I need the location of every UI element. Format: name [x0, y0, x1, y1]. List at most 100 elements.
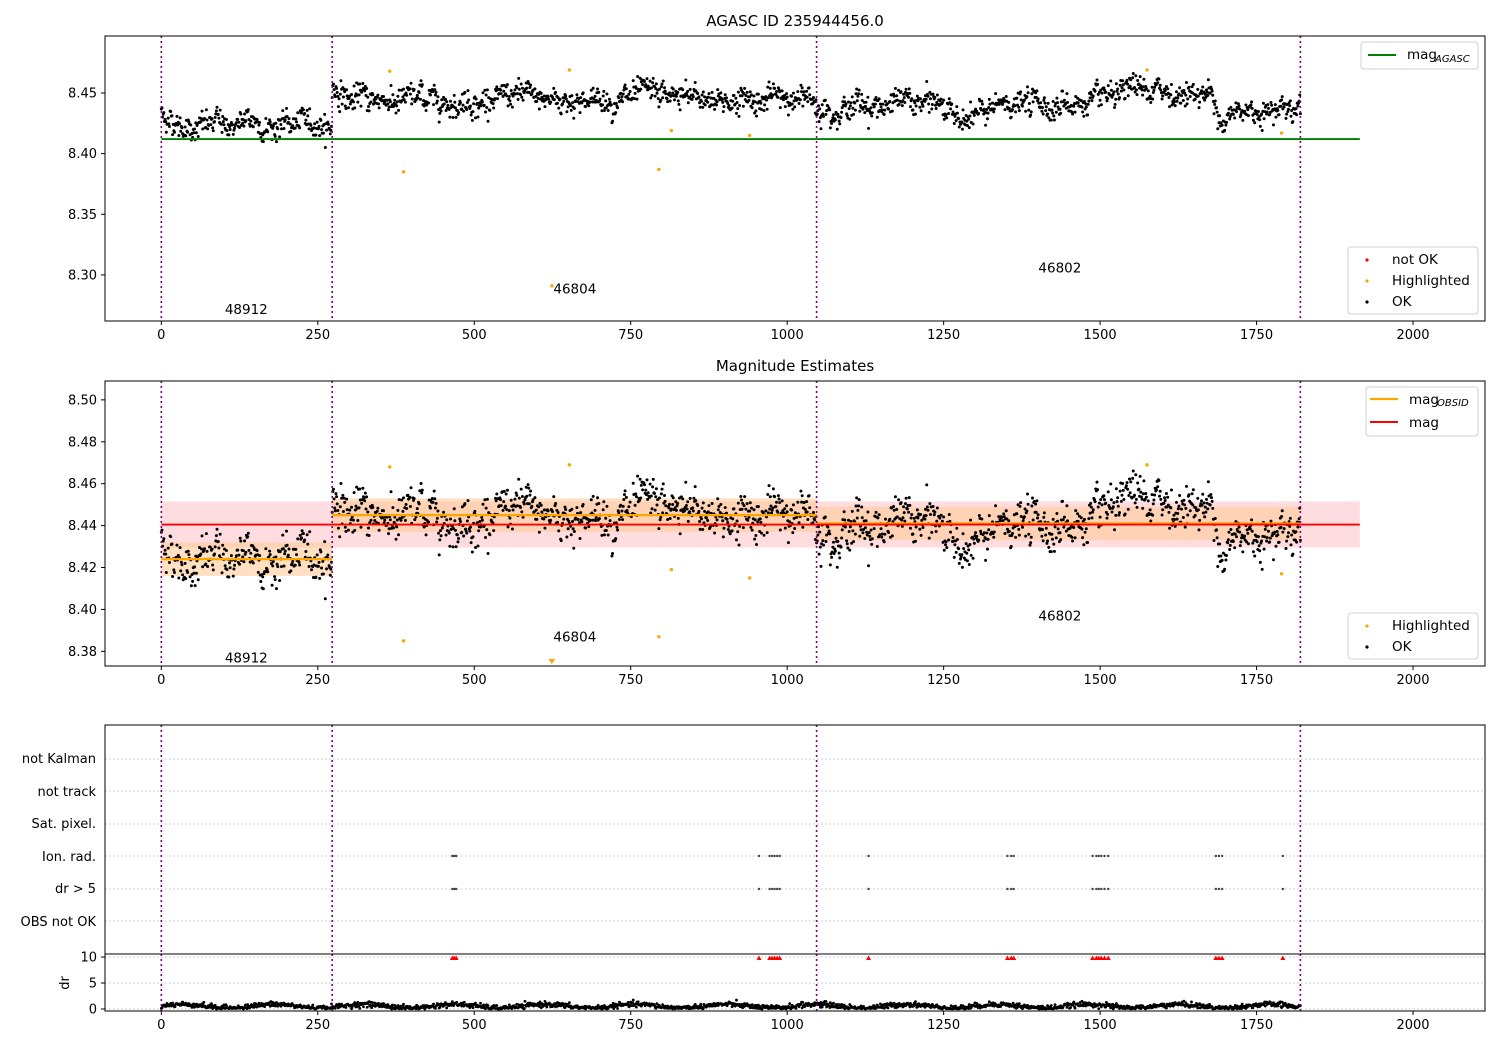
ok-point — [431, 90, 435, 94]
ok-point — [317, 124, 321, 128]
ok-point — [192, 127, 196, 131]
dr-high-marker — [1011, 955, 1017, 961]
ok-point — [287, 547, 291, 551]
dr-point — [444, 1001, 447, 1004]
ok-point — [392, 104, 396, 108]
ok-point — [1041, 528, 1045, 532]
ok-point — [716, 88, 720, 92]
ok-point — [903, 101, 907, 105]
ok-point — [1021, 519, 1025, 523]
ok-point — [520, 510, 524, 514]
ok-point — [805, 89, 809, 93]
ok-point — [404, 503, 408, 507]
ok-point — [823, 98, 827, 102]
ok-point — [419, 482, 423, 486]
ok-point — [752, 94, 756, 98]
ok-point — [358, 487, 362, 491]
ok-point — [830, 555, 834, 559]
ok-point — [844, 102, 848, 106]
ok-point — [566, 105, 570, 109]
ok-point — [1160, 513, 1164, 517]
ok-point — [633, 503, 637, 507]
ok-point — [577, 521, 581, 525]
ok-point — [1258, 549, 1262, 553]
ok-point — [502, 89, 506, 93]
ok-point — [1073, 536, 1077, 540]
ok-point — [203, 117, 207, 121]
ok-point — [1061, 89, 1065, 93]
ok-point — [808, 506, 812, 510]
y-tick-label: 8.44 — [68, 519, 97, 534]
ok-point — [1250, 100, 1254, 104]
ok-point — [1199, 499, 1203, 503]
ok-point — [1290, 109, 1294, 113]
ok-point — [641, 82, 645, 86]
ok-point — [1152, 498, 1156, 502]
out-of-range-marker — [548, 659, 556, 664]
dr-point — [252, 1005, 256, 1009]
ok-point — [934, 529, 938, 533]
ok-point — [1099, 103, 1103, 107]
ok-point — [218, 108, 222, 112]
ok-point — [439, 534, 443, 538]
ok-point — [721, 110, 725, 114]
ok-point — [1215, 528, 1219, 532]
ok-point — [406, 493, 410, 497]
dr-high-marker — [1101, 955, 1107, 961]
ok-point — [847, 107, 851, 111]
ok-point — [291, 559, 295, 563]
ok-point — [1110, 510, 1114, 514]
ok-point — [241, 118, 245, 122]
ok-point — [660, 487, 664, 491]
ok-point — [1051, 517, 1055, 521]
highlighted-point — [1145, 463, 1149, 467]
ok-point — [727, 103, 731, 107]
ok-point — [329, 567, 333, 571]
ok-point — [1208, 503, 1212, 507]
flag-point — [1217, 854, 1221, 858]
ok-point — [505, 83, 509, 87]
ok-point — [634, 86, 638, 90]
ok-point — [187, 553, 191, 557]
ok-point — [1185, 102, 1189, 106]
dr-point — [797, 1005, 801, 1009]
legend-label: mag — [1409, 415, 1439, 431]
ok-point — [1236, 102, 1240, 106]
ok-point — [1262, 547, 1266, 551]
ok-point — [228, 561, 232, 565]
ok-point — [338, 505, 342, 509]
ok-point — [172, 570, 176, 574]
ok-point — [259, 579, 263, 583]
ok-point — [659, 492, 663, 496]
ok-point — [418, 97, 422, 101]
ok-point — [402, 496, 406, 500]
ok-point — [297, 560, 301, 564]
ok-point — [1177, 504, 1181, 508]
ok-point — [736, 90, 740, 94]
ok-point — [363, 89, 367, 93]
ok-point — [928, 97, 932, 101]
ok-point — [504, 85, 508, 89]
ok-point — [1114, 513, 1118, 517]
ok-point — [992, 110, 996, 114]
ok-point — [707, 92, 711, 96]
ok-point — [1043, 101, 1047, 105]
ok-point — [1102, 498, 1106, 502]
y-tick-label: 8.46 — [68, 477, 97, 492]
ok-point — [519, 487, 523, 491]
ok-point — [1084, 105, 1088, 109]
ok-point — [539, 91, 543, 95]
ok-point — [1111, 505, 1115, 509]
ok-point — [962, 547, 966, 551]
ok-point — [644, 488, 648, 492]
ok-point — [985, 531, 989, 535]
ok-point — [842, 510, 846, 514]
ok-point — [289, 569, 293, 573]
ok-point — [386, 102, 390, 106]
ok-point — [616, 106, 620, 110]
ok-point — [732, 93, 736, 97]
ok-point — [550, 510, 554, 514]
ok-point — [501, 508, 505, 512]
ok-point — [447, 531, 451, 535]
ok-point — [1280, 515, 1284, 519]
